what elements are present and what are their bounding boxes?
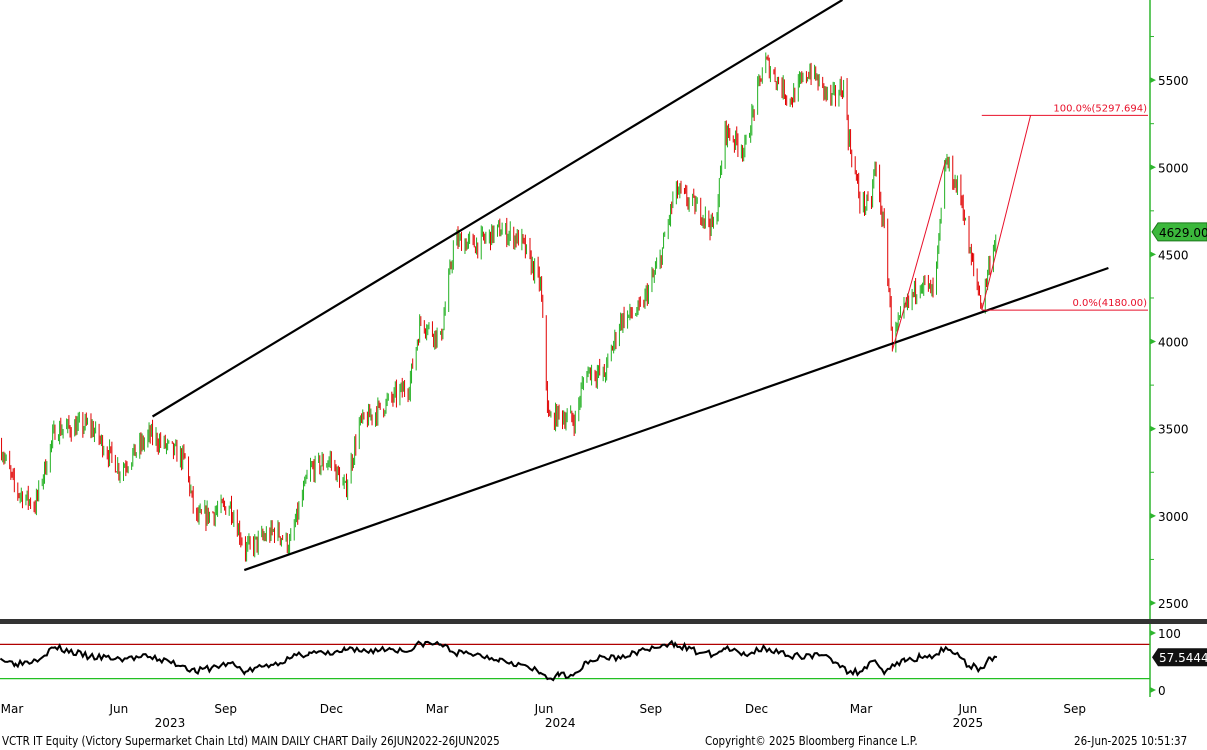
rsi-tick-label: 100: [1158, 627, 1181, 641]
rsi-panel: 0 100 57.5444: [0, 624, 1207, 698]
x-month-label: Sep: [639, 702, 662, 716]
price-tick: [1150, 512, 1156, 519]
price-tick: [1150, 77, 1156, 84]
x-month-label: Dec: [745, 702, 768, 716]
upper-trendline: [151, 0, 843, 418]
footer-copyright: Copyright© 2025 Bloomberg Finance L.P.: [705, 734, 918, 748]
price-tick-label: 3500: [1158, 423, 1189, 437]
price-tick: [1150, 338, 1156, 345]
price-tick: [1150, 251, 1156, 258]
footer-timestamp: 26-Jun-2025 10:51:37: [1074, 734, 1188, 748]
x-month-label: Jun: [957, 702, 977, 716]
price-tick-label: 5500: [1158, 74, 1189, 88]
last-price-badge: [1151, 222, 1207, 242]
x-month-label: Jun: [108, 702, 128, 716]
price-tick-label: 4500: [1158, 248, 1189, 262]
rsi-last-badge: [1152, 648, 1207, 667]
x-year-label: 2023: [155, 716, 186, 730]
x-axis: Mar Jun Sep Dec Mar Jun Sep Dec Mar Jun Sep 2023 202…: [1, 702, 1086, 730]
fib-level-label: 100.0%(5297.694): [1053, 103, 1147, 114]
price-tick-label: 5000: [1158, 161, 1189, 175]
price-tick: [1150, 164, 1156, 171]
x-month-label: Jun: [534, 702, 554, 716]
rsi-tick: [1150, 630, 1156, 636]
x-month-label: Mar: [850, 702, 873, 716]
panel-divider-right: [1150, 619, 1207, 624]
x-month-label: Dec: [320, 702, 343, 716]
x-year-label: 2024: [545, 716, 576, 730]
fib-leg-line: [891, 159, 947, 351]
x-month-label: Mar: [426, 702, 449, 716]
price-tick: [1150, 425, 1156, 432]
fib-level-label: 0.0%(4180.00): [1072, 298, 1147, 309]
x-year-label: 2025: [953, 716, 984, 730]
price-tick-label: 3000: [1158, 510, 1189, 524]
price-tick: [1150, 600, 1156, 606]
x-month-label: Sep: [214, 702, 237, 716]
price-tick-label: 2500: [1158, 597, 1189, 611]
rsi-last-label: 57.5444: [1159, 651, 1207, 665]
rsi-tick-label: 0: [1158, 684, 1166, 698]
x-month-label: Sep: [1063, 702, 1086, 716]
lower-trendline: [243, 266, 1109, 572]
price-panel: 100.0%(5297.694) 0.0%(4180.00) 2500 3000 350…: [1, 0, 1207, 619]
footer-security: VCTR IT Equity (Victory Supermarket Chai…: [2, 734, 500, 748]
panel-divider[interactable]: [0, 619, 1150, 624]
x-month-label: Mar: [1, 702, 24, 716]
fib-leg-line: [981, 115, 1032, 311]
last-price-label: 4629.00: [1159, 226, 1207, 240]
rsi-tick: [1150, 687, 1156, 693]
rsi-line: [0, 639, 998, 682]
price-tick-label: 4000: [1158, 336, 1189, 350]
